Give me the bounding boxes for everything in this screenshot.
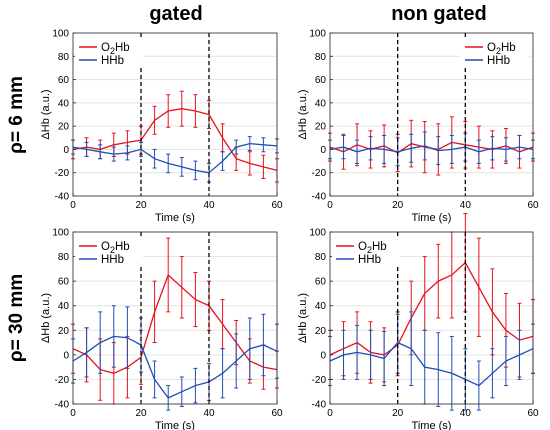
series-line-o2hb bbox=[72, 273, 278, 374]
y-tick-label: 20 bbox=[315, 122, 327, 133]
panel-top-left: -40 -20 0 20 40 60 80 100 0 20 40 60 Time (s) ΔHb (a.… bbox=[40, 29, 283, 225]
x-tick-label: 40 bbox=[460, 408, 472, 419]
y-tick-label: 20 bbox=[315, 326, 327, 337]
y-axis-label: ΔHb (a.u.) bbox=[40, 89, 52, 139]
axes-frame bbox=[329, 231, 534, 405]
legend-label-o2hb: O2Hb bbox=[101, 241, 130, 255]
legend-box bbox=[332, 236, 400, 267]
y-tick-label: 60 bbox=[58, 277, 70, 288]
y-tick-label: 80 bbox=[58, 52, 70, 63]
x-axis-label: Time (s) bbox=[155, 420, 195, 430]
y-tick-label: 100 bbox=[309, 228, 326, 239]
y-tick-label: -20 bbox=[55, 168, 70, 179]
y-tick-label: 60 bbox=[315, 277, 327, 288]
y-tick-label: 40 bbox=[315, 301, 327, 312]
legend-label-o2hb: O2Hb bbox=[358, 241, 387, 255]
y-tick-label: 0 bbox=[63, 145, 69, 156]
series-line-hhb bbox=[72, 335, 278, 399]
x-tick-label: 60 bbox=[271, 408, 283, 419]
y-tick-label: 100 bbox=[309, 29, 326, 40]
panel-bottom-right: -40 -20 0 20 40 60 80 100 0 20 40 60 Time (s) ΔHb (a.… bbox=[297, 213, 539, 430]
legend-label-o2hb: O2Hb bbox=[101, 42, 130, 56]
x-tick-label: 40 bbox=[460, 200, 472, 211]
y-tick-label: 0 bbox=[63, 350, 69, 361]
column-title-non-gated: non gated bbox=[391, 3, 487, 25]
x-tick-label: 0 bbox=[70, 408, 76, 419]
column-title-gated: gated bbox=[149, 3, 202, 25]
y-tick-label: -20 bbox=[312, 168, 327, 179]
row-title-6mm: ρ= 6 mm bbox=[6, 76, 27, 154]
y-tick-label: 40 bbox=[58, 98, 70, 109]
legend-label-hhb: HHb bbox=[487, 55, 510, 67]
y-tick-label: 100 bbox=[52, 29, 69, 40]
legend-label-hhb: HHb bbox=[358, 254, 381, 266]
y-tick-label: -40 bbox=[55, 192, 70, 203]
x-tick-label: 40 bbox=[203, 200, 215, 211]
y-tick-label: 80 bbox=[315, 52, 327, 63]
x-tick-label: 0 bbox=[327, 408, 333, 419]
y-axis-label: ΔHb (a.u.) bbox=[40, 293, 52, 343]
y-tick-label: 60 bbox=[315, 75, 327, 86]
y-tick-label: 40 bbox=[315, 98, 327, 109]
legend-box bbox=[75, 37, 143, 68]
x-tick-label: 20 bbox=[135, 408, 147, 419]
x-tick-label: 0 bbox=[327, 200, 333, 211]
y-axis-label: ΔHb (a.u.) bbox=[297, 89, 309, 139]
y-tick-label: -40 bbox=[55, 400, 70, 411]
x-tick-label: 20 bbox=[392, 408, 404, 419]
y-tick-label: -40 bbox=[312, 400, 327, 411]
axes-frame bbox=[72, 231, 278, 405]
x-tick-label: 40 bbox=[203, 408, 215, 419]
panel-top-right: -40 -20 0 20 40 60 80 100 0 20 40 60 Time (s) ΔHb (a.… bbox=[297, 29, 539, 225]
y-tick-label: 0 bbox=[320, 145, 326, 156]
y-axis-label: ΔHb (a.u.) bbox=[297, 293, 309, 343]
y-tick-label: 40 bbox=[58, 301, 70, 312]
x-axis-label: Time (s) bbox=[412, 212, 452, 224]
legend-box bbox=[461, 37, 529, 68]
axes-frame bbox=[329, 32, 534, 197]
x-tick-label: 60 bbox=[271, 200, 283, 211]
x-axis-label: Time (s) bbox=[412, 420, 452, 430]
x-axis-label: Time (s) bbox=[155, 212, 195, 224]
y-tick-label: -20 bbox=[55, 375, 70, 386]
legend-box bbox=[75, 236, 143, 267]
series-line-hhb bbox=[329, 145, 534, 153]
y-tick-label: -40 bbox=[312, 192, 327, 203]
x-tick-label: 20 bbox=[135, 200, 147, 211]
y-tick-label: 60 bbox=[58, 75, 70, 86]
series-line-o2hb bbox=[329, 261, 534, 356]
y-tick-label: 0 bbox=[320, 350, 326, 361]
y-tick-label: 100 bbox=[52, 228, 69, 239]
axes-frame bbox=[72, 32, 278, 197]
legend-label-hhb: HHb bbox=[101, 254, 124, 266]
x-tick-label: 20 bbox=[392, 200, 404, 211]
x-tick-label: 60 bbox=[527, 200, 539, 211]
legend-label-o2hb: O2Hb bbox=[487, 42, 516, 56]
series-line-hhb bbox=[72, 142, 278, 174]
y-tick-label: 20 bbox=[58, 122, 70, 133]
y-tick-label: 80 bbox=[315, 252, 327, 263]
y-tick-label: -20 bbox=[312, 375, 327, 386]
x-tick-label: 60 bbox=[527, 408, 539, 419]
panel-bottom-left: -40 -20 0 20 40 60 80 100 0 20 40 60 Time (s) ΔHb (a.… bbox=[40, 228, 283, 430]
row-title-30mm: ρ= 30 mm bbox=[6, 274, 27, 362]
x-tick-label: 0 bbox=[70, 200, 76, 211]
legend-label-hhb: HHb bbox=[101, 55, 124, 67]
series-line-o2hb bbox=[72, 108, 278, 172]
y-tick-label: 20 bbox=[58, 326, 70, 337]
y-tick-label: 80 bbox=[58, 252, 70, 263]
series-line-hhb bbox=[329, 341, 534, 387]
